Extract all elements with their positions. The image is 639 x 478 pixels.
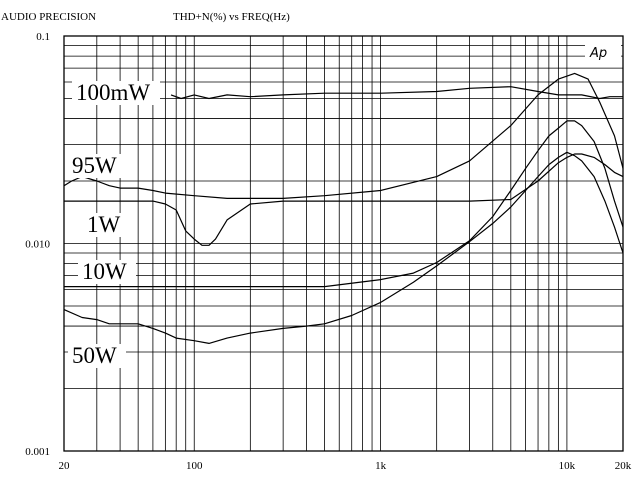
- series-labels: 100mW 95W 1W 10W 50W: [68, 80, 160, 368]
- series-label-background: [68, 344, 126, 368]
- x-tick-labels: 20 100 1k 10k 20k: [59, 460, 632, 472]
- series-label-1w: 1W: [87, 212, 121, 237]
- series-label-100mw: 100mW: [76, 80, 150, 105]
- series-line-50w: [63, 151, 624, 344]
- chart-title: THD+N(%) vs FREQ(Hz): [173, 11, 290, 23]
- x-tick-label: 20: [59, 460, 71, 472]
- ap-logo-background: [585, 44, 621, 60]
- series-label-background: [83, 213, 123, 237]
- x-tick-label: 20k: [615, 460, 632, 472]
- series-label-10w: 10W: [82, 259, 127, 284]
- series-label-95w: 95W: [72, 153, 117, 178]
- series-label-background: [68, 154, 124, 178]
- x-tick-label: 1k: [375, 460, 387, 472]
- x-tick-label: 100: [186, 460, 203, 472]
- series-line-100mw: [170, 86, 623, 100]
- ap-logo-text: Ap: [589, 46, 607, 61]
- brand-text: AUDIO PRECISION: [1, 11, 96, 23]
- series-label-background: [72, 81, 160, 105]
- series-line-95w: [63, 72, 624, 199]
- ap-logo: Ap: [585, 44, 621, 61]
- y-tick-label: 0.010: [25, 239, 50, 251]
- series-line-10w: [64, 120, 624, 288]
- chart-grid: [64, 36, 623, 451]
- x-tick-label: 10k: [559, 460, 576, 472]
- y-tick-label: 0.1: [36, 31, 50, 43]
- plot-frame: [63, 35, 624, 452]
- chart-series: [63, 72, 624, 344]
- series-label-background: [78, 260, 136, 284]
- y-tick-label: 0.001: [25, 446, 50, 458]
- series-label-50w: 50W: [72, 343, 117, 368]
- series-line-1w: [64, 153, 624, 246]
- y-tick-labels: 0.1 0.010 0.001: [25, 31, 50, 458]
